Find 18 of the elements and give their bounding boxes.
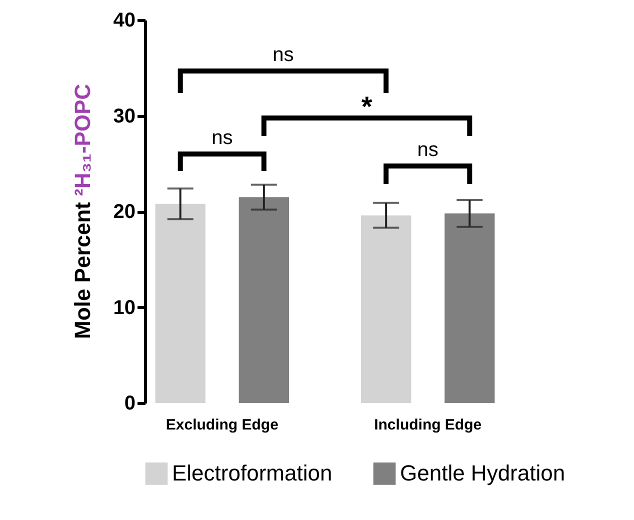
bar xyxy=(361,215,412,403)
legend-label: Electroformation xyxy=(172,460,332,486)
bar xyxy=(155,204,206,403)
annotation: ns xyxy=(272,44,294,66)
x-tick-label: Including Edge xyxy=(374,416,482,434)
legend-label: Gentle Hydration xyxy=(400,460,566,486)
annotation: ns xyxy=(212,127,233,149)
y-tick-label: 20 xyxy=(113,201,136,223)
y-axis-title: Mole Percent ²H₃₁-POPC xyxy=(70,84,95,339)
y-tick-label: 30 xyxy=(113,105,136,128)
y-tick-label: 40 xyxy=(113,10,136,32)
annotation: * xyxy=(361,91,372,122)
y-tick-label: 0 xyxy=(124,392,136,414)
annotation: ns xyxy=(417,139,438,161)
x-tick-label: Excluding Edge xyxy=(166,416,278,434)
y-tick-label: 10 xyxy=(113,296,136,319)
bar xyxy=(238,197,289,403)
bar xyxy=(444,213,495,403)
